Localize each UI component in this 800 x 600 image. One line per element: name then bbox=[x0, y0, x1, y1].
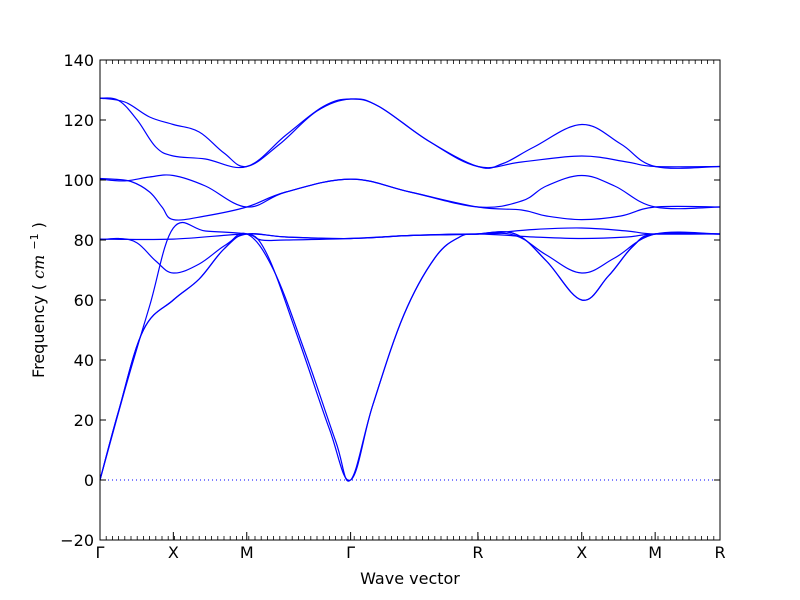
y-tick-label: 60 bbox=[74, 291, 94, 310]
y-tick-label: −20 bbox=[60, 531, 94, 550]
x-tick-label: X bbox=[168, 543, 179, 562]
phonon-branch-3 bbox=[99, 222, 721, 481]
y-axis-label-unit: cm bbox=[29, 255, 48, 279]
phonon-branch-5 bbox=[99, 233, 721, 241]
y-axis-label-exponent: −1 bbox=[28, 233, 41, 249]
ticks-layer bbox=[99, 59, 721, 541]
x-axis-label: Wave vector bbox=[360, 569, 460, 588]
y-axis-label-prefix: Frequency ( bbox=[29, 284, 48, 378]
y-tick-labels: −20 0 20 40 60 80 100 120 140 bbox=[60, 51, 94, 550]
y-tick-label: 140 bbox=[63, 51, 94, 70]
y-tick-label: 0 bbox=[84, 471, 94, 490]
y-axis-label: Frequency ( cm −1 ) bbox=[28, 222, 49, 378]
x-tick-label: R bbox=[714, 543, 725, 562]
x-tick-label: Γ bbox=[96, 543, 105, 562]
plot-area bbox=[99, 97, 721, 482]
y-tick-label: 20 bbox=[74, 411, 94, 430]
y-tick-label: 120 bbox=[63, 111, 94, 130]
y-axis-label-suffix: ) bbox=[29, 222, 48, 228]
x-tick-label: M bbox=[648, 543, 662, 562]
phonon-branch-2 bbox=[99, 231, 721, 482]
y-tick-label: 40 bbox=[74, 351, 94, 370]
phonon-branch-9 bbox=[99, 97, 721, 169]
phonon-branch-8 bbox=[99, 97, 721, 169]
x-tick-label: Γ bbox=[346, 543, 355, 562]
y-tick-label: 80 bbox=[74, 231, 94, 250]
phonon-branch-7 bbox=[99, 174, 721, 210]
x-tick-label: R bbox=[472, 543, 483, 562]
series-layer bbox=[99, 97, 721, 482]
x-tick-label: M bbox=[240, 543, 254, 562]
y-tick-label: 100 bbox=[63, 171, 94, 190]
x-tick-label: X bbox=[576, 543, 587, 562]
